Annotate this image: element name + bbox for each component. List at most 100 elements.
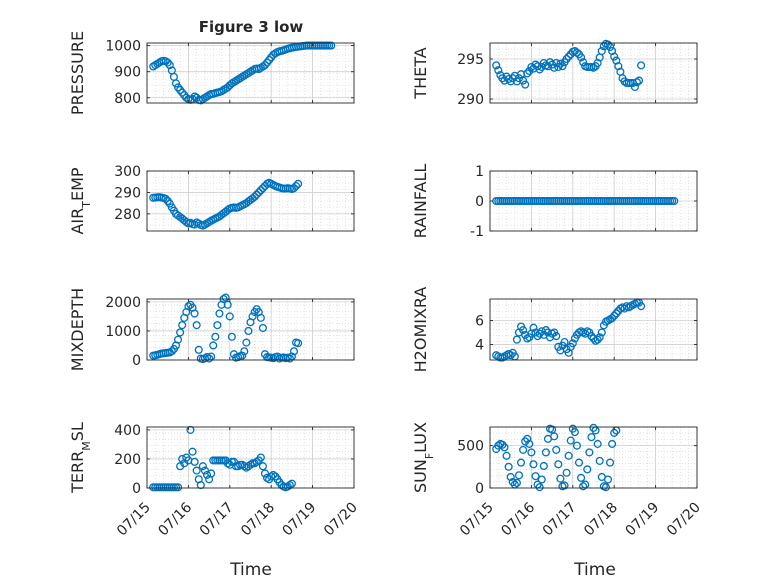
data-point	[211, 332, 220, 341]
y-tick-label: 6	[475, 314, 484, 330]
data-point	[601, 483, 610, 492]
data-point	[593, 439, 602, 448]
data-point	[632, 78, 642, 87]
data-point	[527, 448, 536, 457]
y-axis-label: SUNFLUX	[411, 422, 436, 493]
data-point	[556, 59, 565, 68]
data-point	[174, 335, 183, 344]
y-axis-label-main: MIXDEPTH	[68, 288, 87, 371]
data-point	[514, 471, 524, 480]
y-tick-label: 500	[457, 439, 484, 455]
data-point	[294, 179, 303, 188]
y-tick-label: 0	[132, 353, 141, 369]
data-point	[209, 341, 218, 350]
y-tick-label: -1	[470, 224, 484, 240]
data-point	[512, 335, 521, 344]
data-point	[258, 462, 267, 471]
data-point	[523, 434, 532, 443]
y-tick-label: 300	[114, 164, 141, 180]
data-point	[494, 66, 503, 75]
data-point	[167, 347, 176, 356]
y-axis-label-suffix: SL	[68, 422, 87, 441]
data-point	[198, 462, 207, 471]
data-point	[583, 465, 592, 474]
data-point	[258, 184, 267, 193]
data-point	[597, 328, 606, 337]
data-point	[572, 441, 581, 450]
y-axis-label: MIXDEPTH	[68, 288, 87, 371]
data-point	[514, 74, 524, 83]
y-tick-label: 2000	[105, 295, 141, 311]
data-point	[171, 79, 181, 88]
data-point	[196, 481, 205, 490]
data-point	[564, 451, 573, 460]
data-point	[587, 433, 596, 442]
y-tick-label: 280	[114, 207, 141, 223]
data-point	[252, 190, 261, 199]
data-point	[558, 62, 567, 71]
data-point	[269, 470, 278, 479]
y-axis-label: AIRTEMP	[68, 167, 93, 234]
data-point	[523, 69, 532, 78]
data-point	[500, 443, 509, 452]
y-axis-label-main: SUN	[411, 459, 430, 493]
data-point	[184, 302, 193, 311]
data-point	[205, 354, 214, 363]
data-point	[541, 326, 550, 335]
data-point	[223, 300, 232, 309]
data-point	[289, 184, 299, 193]
plot-area	[490, 299, 697, 360]
data-point	[550, 63, 559, 72]
y-axis-label-subscript: F	[423, 453, 436, 459]
y-axis-label-subscript: M	[80, 441, 93, 451]
data-point	[174, 483, 183, 492]
data-point	[221, 293, 230, 302]
data-point	[227, 332, 236, 341]
y-axis-label-subscript: T	[80, 201, 93, 209]
data-point	[670, 196, 679, 206]
data-point	[289, 347, 299, 356]
data-point	[525, 439, 534, 448]
data-point	[285, 481, 294, 490]
data-point	[256, 313, 265, 322]
figure-title: Figure 3 low	[199, 18, 304, 36]
y-tick-label: 295	[457, 52, 484, 68]
data-point	[244, 326, 253, 336]
data-point	[603, 475, 613, 484]
data-point	[165, 199, 174, 208]
data-point	[562, 54, 571, 64]
axes-frame	[146, 42, 355, 104]
y-axis-label-main: THETA	[411, 47, 430, 99]
y-tick-label: 0	[132, 481, 141, 497]
data-point	[506, 351, 515, 360]
data-point	[560, 338, 569, 347]
y-axis-label: PRESSURE	[68, 31, 87, 115]
y-axis-label-main: TERR	[68, 451, 87, 494]
data-point	[525, 66, 534, 76]
data-point	[178, 321, 187, 330]
data-point	[537, 475, 546, 484]
data-point	[291, 181, 301, 191]
axes-frame	[489, 42, 698, 104]
data-point	[287, 479, 296, 488]
data-point	[176, 328, 185, 337]
data-point	[161, 194, 170, 203]
data-point	[194, 345, 203, 354]
axes-frame	[489, 426, 698, 489]
data-point	[238, 351, 247, 360]
data-point	[597, 46, 606, 56]
data-point	[504, 462, 513, 471]
data-point	[606, 42, 615, 52]
data-point	[589, 63, 598, 72]
data-point	[188, 447, 197, 456]
y-axis-label: THETA	[411, 47, 430, 99]
data-point	[516, 458, 526, 467]
data-point	[192, 466, 201, 475]
data-point	[202, 353, 212, 362]
y-axis-label-suffix: LUX	[411, 422, 430, 453]
data-point	[606, 458, 615, 467]
data-point	[550, 432, 559, 441]
data-point	[568, 339, 577, 348]
y-tick-label: 290	[114, 185, 141, 201]
data-point	[562, 468, 571, 477]
